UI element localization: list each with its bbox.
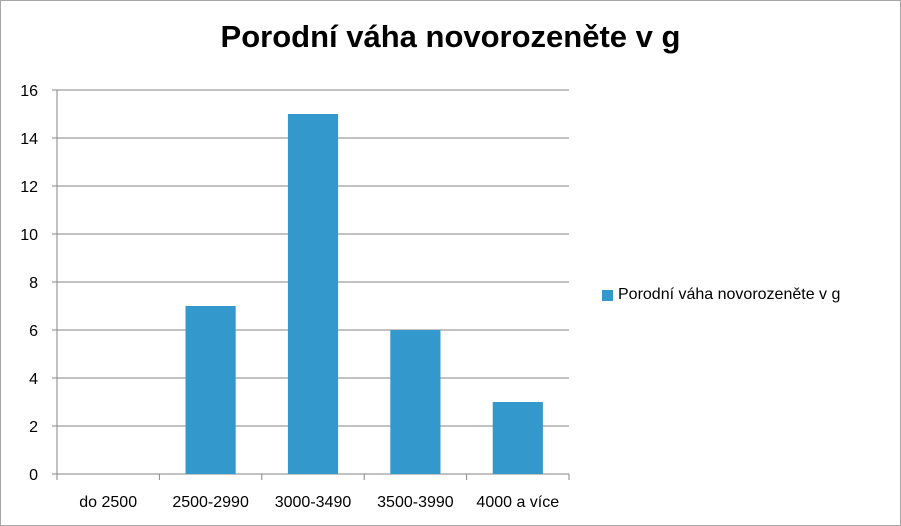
x-tick-label: do 2500	[79, 494, 137, 511]
x-tick-label: 4000 a více	[476, 494, 559, 511]
x-tick-label: 3500-3990	[377, 494, 454, 511]
y-tick-label: 16	[20, 83, 38, 100]
y-tick-label: 4	[29, 371, 38, 388]
y-tick-label: 8	[29, 275, 38, 292]
y-tick-label: 10	[20, 227, 38, 244]
chart-title: Porodní váha novorozeněte v g	[220, 19, 681, 54]
x-tick-label: 2500-2990	[172, 494, 249, 511]
bar	[492, 402, 543, 474]
x-tick-label: 3000-3490	[275, 494, 352, 511]
y-tick-label: 12	[20, 179, 38, 196]
y-tick-label: 14	[20, 131, 38, 148]
y-tick-label: 6	[29, 323, 38, 340]
legend-swatch	[602, 289, 613, 301]
legend-label: Porodní váha novorozeněte v g	[618, 286, 841, 303]
bar	[185, 306, 236, 474]
bar	[390, 330, 441, 474]
y-tick-label: 0	[29, 467, 38, 484]
bar	[287, 114, 339, 474]
legend: Porodní váha novorozeněte v g	[602, 286, 840, 304]
y-tick-label: 2	[29, 419, 38, 436]
